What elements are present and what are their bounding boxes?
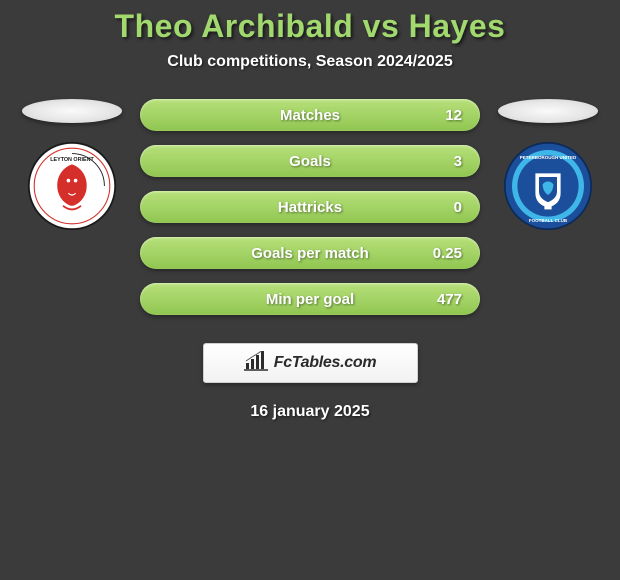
main-row: LEYTON ORIENT Matches 12 Goals 3 Hattric… <box>0 99 620 315</box>
svg-text:PETERBOROUGH UNITED: PETERBOROUGH UNITED <box>520 155 577 160</box>
stat-label: Min per goal <box>266 291 354 308</box>
stat-row-goals-per-match: Goals per match 0.25 <box>140 237 480 269</box>
stat-row-min-per-goal: Min per goal 477 <box>140 283 480 315</box>
page-title: Theo Archibald vs Hayes <box>0 8 620 45</box>
leyton-orient-crest-icon: LEYTON ORIENT <box>27 141 117 231</box>
stat-value: 0.25 <box>433 245 462 262</box>
stats-list: Matches 12 Goals 3 Hattricks 0 Goals per… <box>140 99 480 315</box>
stat-label: Hattricks <box>278 199 342 216</box>
stat-value: 3 <box>454 153 462 170</box>
date-label: 16 january 2025 <box>0 403 620 421</box>
left-placeholder-ellipse <box>22 99 122 123</box>
stat-label: Goals <box>289 153 331 170</box>
stat-label: Goals per match <box>251 245 369 262</box>
stat-value: 477 <box>437 291 462 308</box>
svg-text:LEYTON ORIENT: LEYTON ORIENT <box>50 157 94 163</box>
peterborough-united-crest-icon: PETERBOROUGH UNITED FOOTBALL CLUB <box>503 141 593 231</box>
stat-value: 0 <box>454 199 462 216</box>
stat-row-hattricks: Hattricks 0 <box>140 191 480 223</box>
subtitle: Club competitions, Season 2024/2025 <box>0 53 620 71</box>
stat-row-goals: Goals 3 <box>140 145 480 177</box>
stat-value: 12 <box>445 107 462 124</box>
fctables-logo[interactable]: FcTables.com <box>203 343 418 383</box>
stat-row-matches: Matches 12 <box>140 99 480 131</box>
stat-label: Matches <box>280 107 340 124</box>
comparison-card: Theo Archibald vs Hayes Club competition… <box>0 0 620 421</box>
logo-text: FcTables.com <box>274 354 377 372</box>
right-placeholder-ellipse <box>498 99 598 123</box>
right-column: PETERBOROUGH UNITED FOOTBALL CLUB <box>498 99 598 231</box>
bar-chart-icon <box>244 351 268 376</box>
svg-text:FOOTBALL CLUB: FOOTBALL CLUB <box>529 218 568 223</box>
left-column: LEYTON ORIENT <box>22 99 122 231</box>
